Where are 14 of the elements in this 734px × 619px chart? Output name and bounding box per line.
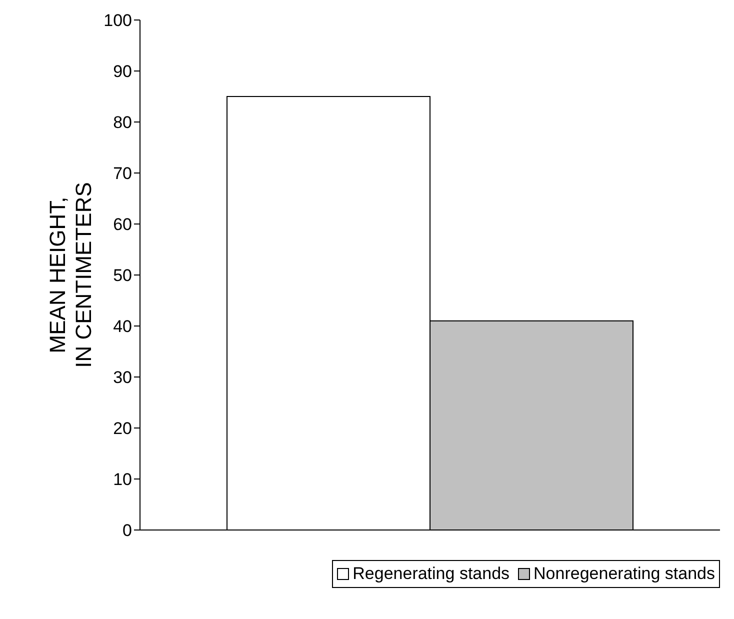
- y-tick-label: 40: [113, 317, 132, 336]
- y-axis-title: MEAN HEIGHT, IN CENTIMETERS: [45, 182, 96, 368]
- y-tick-label: 100: [104, 11, 132, 30]
- y-tick-label: 90: [113, 62, 132, 82]
- y-tick-label: 80: [113, 113, 132, 132]
- y-tick-label: 70: [113, 164, 132, 184]
- y-tick-label: 10: [113, 470, 132, 490]
- y-tick-label: 20: [113, 419, 132, 438]
- legend-label: Regenerating stands: [352, 564, 510, 584]
- y-tick-label: 50: [113, 266, 132, 286]
- y-tick-label: 60: [113, 215, 132, 234]
- y-tick-label: 30: [113, 368, 132, 388]
- legend-label: Nonregenerating stands: [532, 564, 715, 584]
- y-tick-label: 0: [122, 521, 132, 540]
